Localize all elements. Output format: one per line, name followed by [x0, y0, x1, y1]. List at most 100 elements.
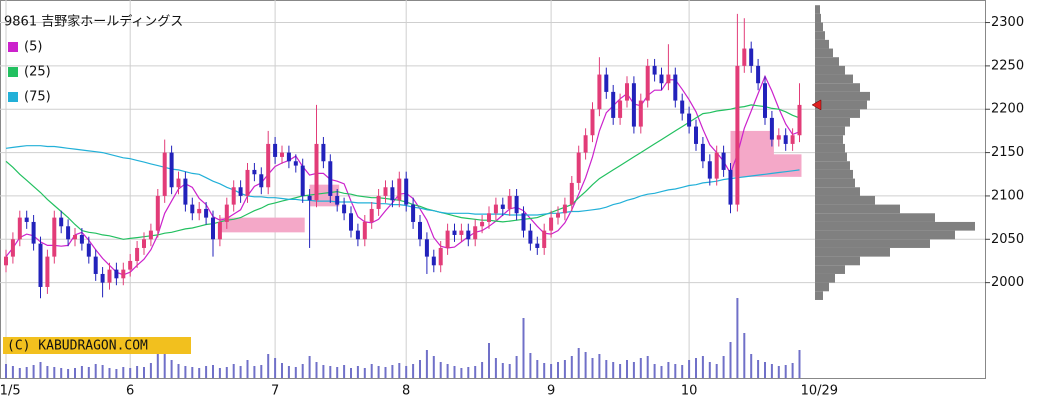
candle-body — [79, 234, 84, 244]
legend-label: (5) — [24, 40, 42, 55]
volume-bar — [384, 367, 387, 378]
volume-bar — [764, 362, 766, 378]
candle-body — [638, 100, 643, 127]
moving-average-line — [5, 145, 800, 216]
volume-bar — [501, 363, 504, 378]
volume-bar — [529, 353, 532, 378]
chart-title: 9861 吉野家ホールディングス — [4, 14, 183, 30]
candle-body — [252, 169, 257, 175]
volume-bar — [674, 364, 677, 378]
candle-body — [631, 83, 636, 127]
volume-profile-bar — [815, 117, 850, 127]
candle-body — [424, 239, 429, 257]
volume-bar — [653, 364, 656, 378]
candle-body — [700, 143, 705, 162]
candle-body — [521, 213, 526, 231]
candle-body — [266, 143, 271, 188]
candle-body — [707, 161, 712, 179]
candle-body — [31, 221, 36, 244]
copyright-badge — [3, 337, 191, 354]
volume-profile-bar — [815, 13, 821, 23]
candle-body — [307, 195, 312, 201]
candle-body — [728, 169, 733, 205]
volume-bar — [80, 366, 83, 378]
volume-bar — [18, 368, 21, 378]
volume-profile-bar — [815, 83, 860, 92]
candle-body — [176, 178, 181, 188]
price-zone — [309, 184, 340, 207]
candle-body — [645, 65, 650, 101]
volume-bar — [294, 367, 297, 378]
volume-bar — [715, 364, 718, 378]
candle-body — [204, 208, 209, 218]
volume-bar — [260, 365, 263, 378]
y-tick-label: 2150 — [991, 145, 1024, 160]
candle-body — [107, 269, 112, 283]
volume-bar — [432, 356, 435, 378]
candle-body — [625, 83, 629, 101]
volume-bar — [646, 356, 649, 378]
candle-body — [749, 48, 754, 66]
candle-body — [397, 178, 402, 201]
candle-body — [390, 187, 395, 201]
candle-body — [404, 178, 409, 205]
candle-body — [155, 195, 160, 231]
candle-body — [128, 260, 133, 270]
candle-body — [376, 195, 381, 209]
x-tick-label: 7 — [271, 384, 279, 399]
volume-bar — [177, 364, 180, 378]
volume-profile-bar — [815, 213, 935, 222]
candle-body — [38, 243, 43, 287]
volume-bar — [770, 364, 773, 378]
volume-bar — [777, 366, 780, 378]
volume-bar — [598, 354, 601, 378]
x-tick-label: 10 — [681, 384, 698, 399]
candle-body — [321, 143, 326, 162]
volume-bar — [253, 366, 256, 378]
candle-body — [438, 247, 443, 266]
candle-body — [680, 100, 685, 114]
candle-body — [217, 221, 222, 240]
volume-profile-bar — [815, 22, 823, 32]
x-tick-label: 6 — [126, 384, 134, 399]
candle-body — [666, 74, 671, 84]
candle-body — [569, 182, 574, 205]
candle-body — [273, 143, 278, 157]
foreground-layer: 2000 2050 2100 2150 2200 2250 2300 21/5 6 7 8 9 10 10… — [0, 14, 1024, 399]
candle-body — [556, 213, 560, 218]
volume-profile-bar — [815, 143, 845, 153]
volume-bar — [398, 363, 401, 378]
volume-bar — [143, 367, 145, 378]
volume-bar — [129, 368, 132, 378]
candle-body — [93, 256, 98, 274]
volume-profile-bar — [815, 65, 845, 75]
volume-profile-bar — [815, 291, 823, 300]
candle-body — [52, 217, 57, 257]
volume-bar — [267, 354, 270, 378]
volume-bar — [412, 364, 415, 378]
volume-bar — [743, 333, 746, 378]
candle-body — [362, 221, 367, 240]
candle-body — [487, 213, 491, 222]
candle-body — [86, 243, 91, 257]
candle-body — [507, 195, 512, 209]
candle-body — [431, 256, 436, 266]
candle-body — [224, 204, 229, 222]
candle-body — [238, 187, 243, 196]
candle-body — [10, 239, 15, 257]
volume-bar — [156, 350, 159, 378]
volume-bar — [550, 364, 553, 378]
candle-body — [190, 204, 195, 214]
y-tick-label: 2300 — [991, 15, 1024, 30]
candle-body — [528, 230, 533, 244]
volume-profile-bar — [815, 230, 955, 240]
volume-bar — [163, 342, 166, 378]
candle-body — [293, 161, 298, 166]
volume-bar — [343, 365, 346, 378]
volume-profile-bar — [815, 282, 829, 292]
candle-body — [280, 152, 284, 157]
candle-body — [466, 230, 471, 240]
volume-bar — [356, 366, 359, 378]
volume-bar — [363, 368, 366, 378]
